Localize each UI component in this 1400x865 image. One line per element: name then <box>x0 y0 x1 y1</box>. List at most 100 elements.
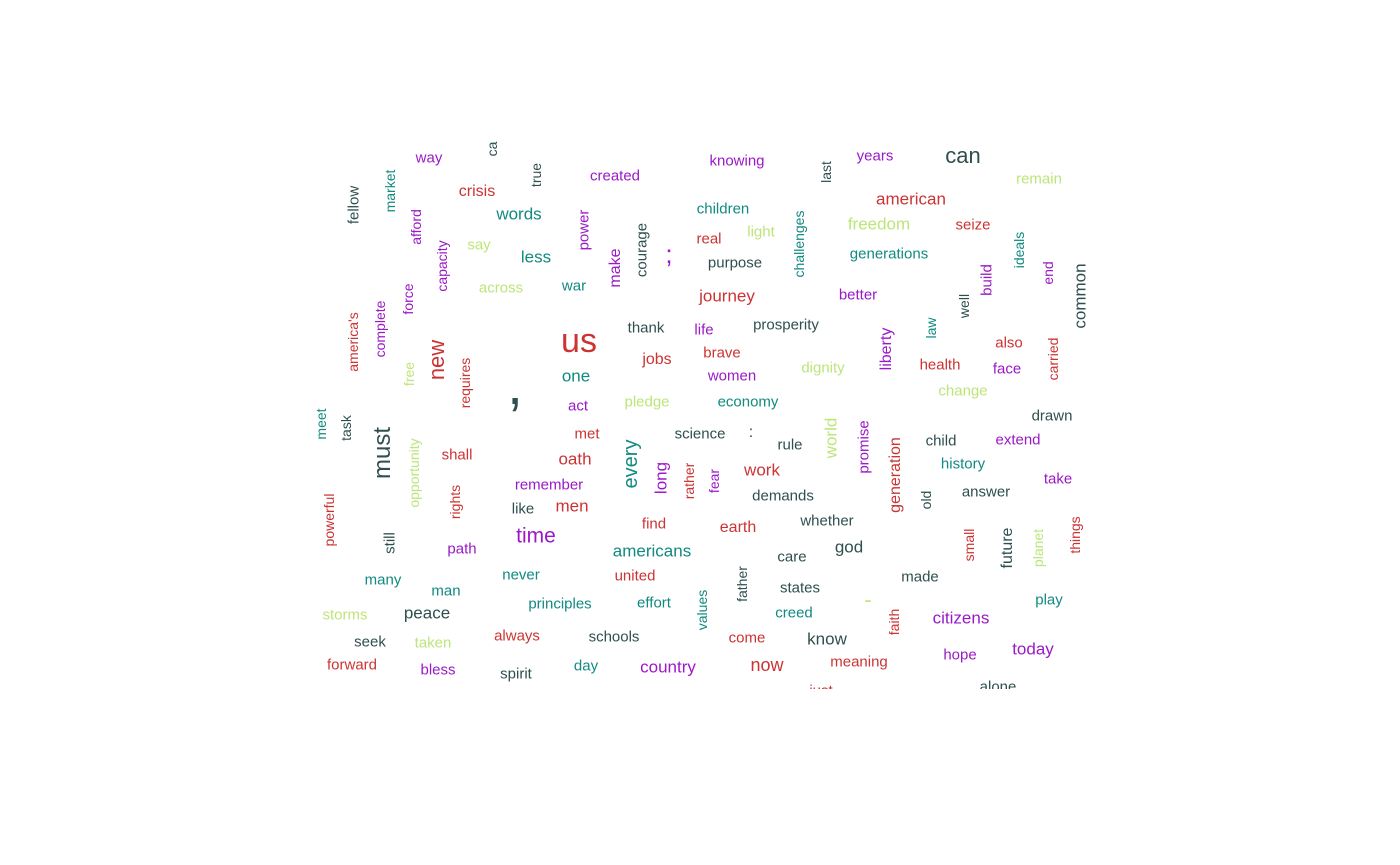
cloud-word: also <box>995 334 1023 352</box>
cloud-word: ; <box>665 239 673 269</box>
cloud-word: last <box>818 161 834 183</box>
cloud-word: spirit <box>500 665 532 683</box>
cloud-word: must <box>369 426 396 480</box>
cloud-word: remember <box>514 476 584 494</box>
cloud-word: whether <box>800 512 854 530</box>
cloud-word: brave <box>703 344 741 362</box>
cloud-word: liberty <box>878 327 895 371</box>
cloud-word: know <box>807 629 847 649</box>
cloud-word: work <box>744 460 780 480</box>
cloud-word: time <box>516 524 556 548</box>
cloud-word: peace <box>403 603 451 623</box>
cloud-word: never <box>502 566 540 584</box>
cloud-word: states <box>779 579 821 597</box>
cloud-word: promise <box>855 420 873 474</box>
cloud-word: one <box>561 366 591 386</box>
cloud-word: earth <box>719 519 757 536</box>
cloud-word: less <box>520 247 552 267</box>
cloud-word: meet <box>313 408 329 440</box>
cloud-word: play <box>1035 591 1063 609</box>
cloud-word: complete <box>372 300 388 358</box>
cloud-word: change <box>938 382 988 400</box>
cloud-word: well <box>956 293 972 319</box>
cloud-word: just <box>809 684 832 690</box>
cloud-word: meaning <box>830 653 888 671</box>
cloud-word: hope <box>943 646 977 664</box>
cloud-word: generations <box>849 245 929 263</box>
cloud-word: met <box>574 425 600 443</box>
cloud-word: freedom <box>847 214 911 234</box>
cloud-word: across <box>478 279 524 297</box>
cloud-word: forward <box>326 656 378 674</box>
cloud-word: men <box>555 496 589 516</box>
cloud-word: pledge <box>624 393 670 411</box>
cloud-word: like <box>511 500 535 518</box>
cloud-word: america's <box>345 312 361 372</box>
cloud-word: way <box>415 149 443 167</box>
cloud-word: thank <box>627 319 665 337</box>
cloud-word: task <box>338 415 354 441</box>
cloud-word: come <box>728 629 766 647</box>
cloud-word: dignity <box>801 359 845 377</box>
cloud-word: women <box>707 367 757 385</box>
cloud-word: economy <box>717 393 779 411</box>
cloud-word: american <box>876 189 946 209</box>
cloud-word: path <box>447 540 477 558</box>
cloud-word: taken <box>414 634 452 652</box>
cloud-word: make <box>607 248 624 288</box>
cloud-word: find <box>641 515 667 533</box>
cloud-word: prosperity <box>753 316 819 334</box>
cloud-word: opportunity <box>406 438 422 508</box>
cloud-word: children <box>696 200 750 218</box>
cloud-word: generation <box>887 437 904 513</box>
cloud-word: small <box>961 528 977 562</box>
cloud-word: build <box>978 264 996 296</box>
cloud-word: demands <box>752 487 814 505</box>
cloud-word: carried <box>1045 337 1061 381</box>
cloud-word: war <box>561 277 587 295</box>
cloud-word: better <box>838 286 878 304</box>
cloud-word: long <box>651 461 671 495</box>
cloud-word: crisis <box>458 183 496 200</box>
cloud-word: afford <box>408 209 424 245</box>
cloud-word: world <box>821 417 841 459</box>
cloud-word: faith <box>886 608 902 636</box>
cloud-word: creed <box>775 604 813 622</box>
cloud-word: seek <box>354 633 386 651</box>
cloud-word: created <box>589 167 641 185</box>
cloud-word: : <box>748 424 754 441</box>
cloud-word: end <box>1040 261 1056 285</box>
cloud-word: us <box>561 322 597 360</box>
cloud-word: history <box>940 455 986 473</box>
cloud-word: life <box>694 321 714 339</box>
cloud-word: answer <box>961 483 1011 501</box>
cloud-word: market <box>382 169 398 213</box>
cloud-word: rather <box>681 462 697 500</box>
cloud-word: fear <box>706 468 722 494</box>
cloud-word: effort <box>637 594 671 612</box>
cloud-word: force <box>400 283 416 315</box>
cloud-word: free <box>401 361 417 387</box>
cloud-word: , <box>507 353 523 416</box>
cloud-word: can <box>945 143 981 168</box>
cloud-word: rights <box>447 484 463 520</box>
cloud-word: today <box>1012 639 1054 659</box>
cloud-word: made <box>901 568 939 586</box>
cloud-word: - <box>864 587 872 612</box>
cloud-word: health <box>919 356 961 374</box>
cloud-word: remain <box>1016 170 1062 188</box>
cloud-word: schools <box>588 628 640 646</box>
cloud-word: real <box>696 230 722 248</box>
cloud-word: years <box>856 147 894 165</box>
cloud-word: care <box>777 548 807 566</box>
cloud-word: future <box>999 527 1016 569</box>
cloud-word: take <box>1043 470 1073 488</box>
cloud-word: citizens <box>932 608 990 628</box>
cloud-word: planet <box>1030 528 1046 568</box>
cloud-word: ca <box>484 141 500 157</box>
cloud-word: god <box>834 537 864 557</box>
cloud-word: science <box>674 425 726 443</box>
cloud-word: oath <box>558 449 592 469</box>
cloud-word: bless <box>420 661 456 679</box>
cloud-word: capacity <box>434 240 450 292</box>
